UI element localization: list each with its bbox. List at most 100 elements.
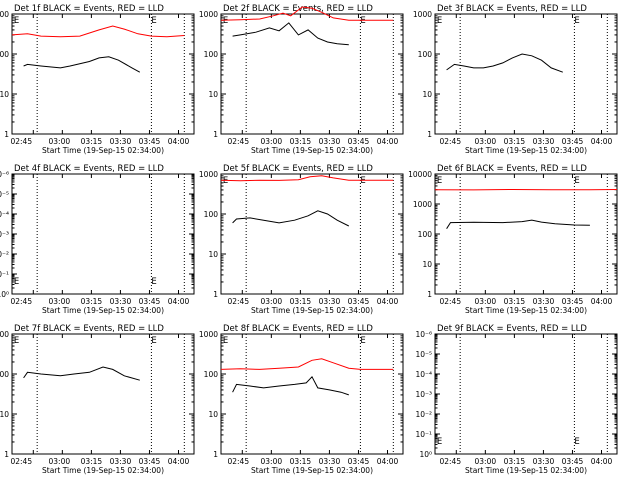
y-tick-label: 10 xyxy=(208,410,218,419)
x-tick-label: 02:45 xyxy=(227,457,249,466)
event-marker-e: E xyxy=(437,437,442,447)
y-tick-label: 1000 xyxy=(413,200,432,209)
event-marker-e: E xyxy=(223,336,228,346)
event-marker-e: E xyxy=(223,176,228,186)
events-series-line xyxy=(232,22,349,46)
y-tick-label: 1 xyxy=(213,290,218,299)
events-series-line xyxy=(232,375,349,396)
event-marker-e: E xyxy=(360,176,365,186)
x-tick-label: 03:15 xyxy=(290,457,312,466)
y-tick-label: 1000 xyxy=(199,330,218,339)
plot-frame xyxy=(220,173,404,295)
x-axis-label: Start Time (19-Sep-15 02:34:00) xyxy=(465,146,587,155)
x-tick-label: 02:45 xyxy=(10,297,32,306)
x-tick-label: 04:00 xyxy=(377,137,399,146)
y-tick-label: 1 xyxy=(213,450,218,459)
event-marker-e: E xyxy=(151,277,156,287)
x-tick-label: 03:30 xyxy=(319,297,341,306)
y-tick-label: 10⁻¹ xyxy=(0,270,9,279)
x-tick-label: 03:45 xyxy=(562,297,584,306)
x-tick-label: 02:45 xyxy=(227,137,249,146)
detector-panel: Det 6f BLACK = Events, RED = LLD 1 10 100 10… xyxy=(408,164,618,315)
panel-title: Det 7f BLACK = Events, RED = LLD xyxy=(14,324,164,334)
panel-title: Det 9f BLACK = Events, RED = LLD xyxy=(437,324,587,334)
panel-title: Det 6f BLACK = Events, RED = LLD xyxy=(437,164,587,174)
x-tick-label: 03:45 xyxy=(562,137,584,146)
x-tick-label: 02:45 xyxy=(227,297,249,306)
x-tick-label: 04:00 xyxy=(168,137,190,146)
detector-panel: Det 7f BLACK = Events, RED = LLD 1 10 100 10… xyxy=(0,324,195,475)
event-marker-e: E xyxy=(574,176,579,186)
events-series-line xyxy=(446,53,563,73)
plot-frame xyxy=(220,13,404,135)
lld-series-line xyxy=(220,6,394,21)
y-tick-label: 10⁻⁴ xyxy=(0,210,9,219)
y-tick-label: 100 xyxy=(204,370,219,379)
x-tick-label: 03:15 xyxy=(81,297,103,306)
x-axis-label: Start Time (19-Sep-15 02:34:00) xyxy=(42,466,164,475)
x-tick-label: 02:45 xyxy=(10,457,32,466)
x-tick-label: 03:00 xyxy=(261,297,283,306)
events-series-line xyxy=(23,56,141,73)
y-tick-label: 10⁰ xyxy=(0,290,9,299)
y-tick-label: 1 xyxy=(4,130,9,139)
x-tick-label: 03:45 xyxy=(562,457,584,466)
event-marker-e: E xyxy=(574,16,579,26)
x-axis-label: Start Time (19-Sep-15 02:34:00) xyxy=(465,466,587,475)
x-tick-label: 03:00 xyxy=(475,297,497,306)
x-tick-label: 03:15 xyxy=(504,297,526,306)
x-tick-label: 03:45 xyxy=(139,137,161,146)
y-tick-label: 100 xyxy=(418,230,433,239)
event-marker-e: E xyxy=(14,336,19,346)
event-marker-e: E xyxy=(574,437,579,447)
y-tick-label: 10⁻⁵ xyxy=(415,350,432,359)
y-tick-label: 10⁻² xyxy=(0,250,9,259)
lld-series-line xyxy=(220,358,394,370)
y-tick-label: 100 xyxy=(204,50,219,59)
panel-title: Det 2f BLACK = Events, RED = LLD xyxy=(223,4,373,14)
y-tick-label: 10⁻² xyxy=(415,410,432,419)
x-tick-label: 03:45 xyxy=(139,457,161,466)
detector-panel: Det 3f BLACK = Events, RED = LLD 1 10 100 10… xyxy=(413,4,618,155)
y-tick-label: 10⁻⁵ xyxy=(0,190,9,199)
plot-frame xyxy=(11,333,195,455)
y-tick-label: 1000 xyxy=(0,330,9,339)
y-tick-label: 10 xyxy=(208,250,218,259)
y-tick-label: 100 xyxy=(204,210,219,219)
x-tick-label: 03:30 xyxy=(533,297,555,306)
y-tick-label: 10⁻¹ xyxy=(415,430,432,439)
event-marker-e: E xyxy=(437,176,442,186)
x-tick-label: 04:00 xyxy=(168,457,190,466)
x-tick-label: 03:00 xyxy=(261,457,283,466)
x-tick-label: 04:00 xyxy=(377,457,399,466)
x-tick-label: 02:45 xyxy=(439,457,461,466)
y-tick-label: 10 xyxy=(0,90,9,99)
x-tick-label: 02:45 xyxy=(439,137,461,146)
panel-title: Det 5f BLACK = Events, RED = LLD xyxy=(223,164,373,174)
x-tick-label: 04:00 xyxy=(168,297,190,306)
y-tick-label: 1 xyxy=(427,130,432,139)
event-marker-e: E xyxy=(223,16,228,26)
y-tick-label: 10⁻³ xyxy=(0,230,9,239)
x-tick-label: 03:00 xyxy=(475,137,497,146)
x-tick-label: 03:15 xyxy=(504,457,526,466)
x-tick-label: 03:30 xyxy=(110,137,132,146)
y-tick-label: 10 xyxy=(422,260,432,269)
x-tick-label: 03:30 xyxy=(110,457,132,466)
y-tick-label: 10⁻⁴ xyxy=(415,370,432,379)
lld-series-line xyxy=(220,175,394,182)
x-tick-label: 03:45 xyxy=(348,297,370,306)
event-marker-e: E xyxy=(151,16,156,26)
panel-title: Det 3f BLACK = Events, RED = LLD xyxy=(437,4,587,14)
y-tick-label: 10⁻⁶ xyxy=(0,170,9,179)
y-tick-label: 1000 xyxy=(413,10,432,19)
x-tick-label: 03:15 xyxy=(290,137,312,146)
x-tick-label: 04:00 xyxy=(377,297,399,306)
x-tick-label: 03:45 xyxy=(348,457,370,466)
y-tick-label: 1 xyxy=(4,450,9,459)
x-tick-label: 03:30 xyxy=(533,137,555,146)
detector-panel: Det 4f BLACK = Events, RED = LLD 10⁰ 10⁻¹ 1… xyxy=(0,164,195,315)
x-axis-label: Start Time (19-Sep-15 02:34:00) xyxy=(251,146,373,155)
x-axis-label: Start Time (19-Sep-15 02:34:00) xyxy=(42,306,164,315)
